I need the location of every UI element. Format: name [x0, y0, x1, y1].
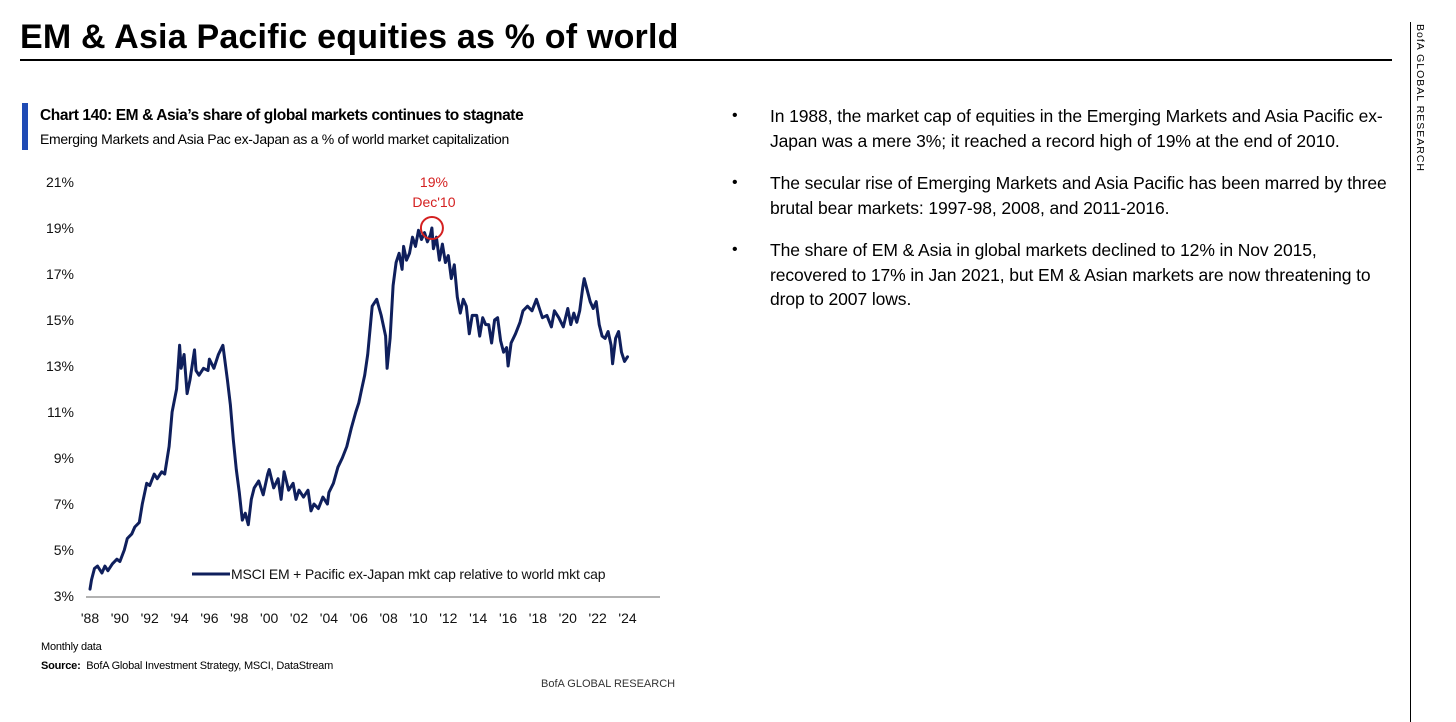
x-tick-label: '10 — [409, 610, 427, 626]
y-tick-label: 3% — [54, 588, 74, 604]
x-tick-label: '94 — [170, 610, 188, 626]
y-tick-label: 13% — [46, 358, 74, 374]
annotation-layer: 19% Dec'10 — [412, 174, 456, 240]
x-tick-label: '06 — [350, 610, 368, 626]
line-chart: 3%5%7%9%11%13%15%17%19%21% '88'90'92'94 '… — [46, 174, 660, 626]
chart-brand-label: BofA GLOBAL RESEARCH — [541, 678, 676, 690]
y-axis-ticks: 3% 5% 7% 9% 11% 13% 15% 17% 19% 21% — [46, 174, 74, 604]
bullet-text: The share of EM & Asia in global markets… — [770, 240, 1371, 309]
side-brand-label: BofA GLOBAL RESEARCH — [1414, 24, 1426, 172]
x-tick-label: '24 — [618, 610, 636, 626]
x-tick-label: '16 — [499, 610, 517, 626]
bullet-dot-icon: • — [732, 107, 738, 124]
bullet-list: • In 1988, the market cap of equities in … — [730, 104, 1390, 330]
y-tick-label: 15% — [46, 312, 74, 328]
chart-note: Monthly data — [41, 641, 102, 653]
series-line — [88, 226, 629, 591]
legend: MSCI EM + Pacific ex-Japan mkt cap relat… — [192, 566, 606, 582]
chart-accent-bar — [22, 103, 28, 150]
x-axis-ticks: '88 '90 '92 '94 '96 '98 '00 '02 '04 '06 '08 '10 '12 '… — [81, 610, 637, 626]
x-tick-label: '96 — [200, 610, 218, 626]
series-layer — [88, 226, 629, 591]
title-divider — [20, 59, 1392, 61]
bullet-item: • The share of EM & Asia in global market… — [730, 238, 1390, 312]
y-tick-label: 11% — [47, 404, 74, 420]
bullet-item: • In 1988, the market cap of equities in … — [730, 104, 1390, 153]
bullet-dot-icon: • — [732, 241, 738, 258]
bullet-text: In 1988, the market cap of equities in t… — [770, 106, 1383, 151]
y-tick-label: 19% — [46, 220, 74, 236]
chart-subtitle: Emerging Markets and Asia Pac ex-Japan a… — [40, 131, 509, 147]
x-tick-label: '02 — [290, 610, 308, 626]
x-tick-label: '08 — [379, 610, 397, 626]
y-tick-label: 21% — [46, 174, 74, 190]
y-tick-label: 7% — [54, 496, 74, 512]
y-tick-label: 9% — [54, 450, 74, 466]
x-tick-label: '14 — [469, 610, 487, 626]
page-title: EM & Asia Pacific equities as % of world — [20, 18, 679, 56]
x-tick-label: '12 — [439, 610, 457, 626]
bullet-text: The secular rise of Emerging Markets and… — [770, 173, 1387, 218]
x-tick-label: '18 — [529, 610, 547, 626]
x-tick-label: '88 — [81, 610, 99, 626]
peak-marker-circle — [419, 216, 444, 240]
y-tick-label: 5% — [54, 542, 74, 558]
legend-label: MSCI EM + Pacific ex-Japan mkt cap relat… — [231, 566, 606, 582]
x-tick-label: '22 — [589, 610, 607, 626]
peak-value-label: 19% — [420, 174, 448, 190]
bullet-dot-icon: • — [732, 174, 738, 191]
chart-source: Source: BofA Global Investment Strategy,… — [41, 660, 333, 672]
x-tick-label: '90 — [111, 610, 129, 626]
peak-date-label: Dec'10 — [412, 194, 455, 210]
chart-source-text: BofA Global Investment Strategy, MSCI, D… — [86, 660, 334, 672]
bullet-item: • The secular rise of Emerging Markets an… — [730, 171, 1390, 220]
chart-source-label: Source: — [41, 660, 81, 672]
x-tick-label: '20 — [559, 610, 577, 626]
x-tick-label: '98 — [230, 610, 248, 626]
x-tick-label: '04 — [320, 610, 338, 626]
side-divider — [1410, 22, 1411, 722]
y-tick-label: 17% — [46, 266, 74, 282]
x-tick-label: '00 — [260, 610, 278, 626]
chart-title: Chart 140: EM & Asia’s share of global m… — [40, 107, 524, 124]
x-tick-label: '92 — [141, 610, 159, 626]
